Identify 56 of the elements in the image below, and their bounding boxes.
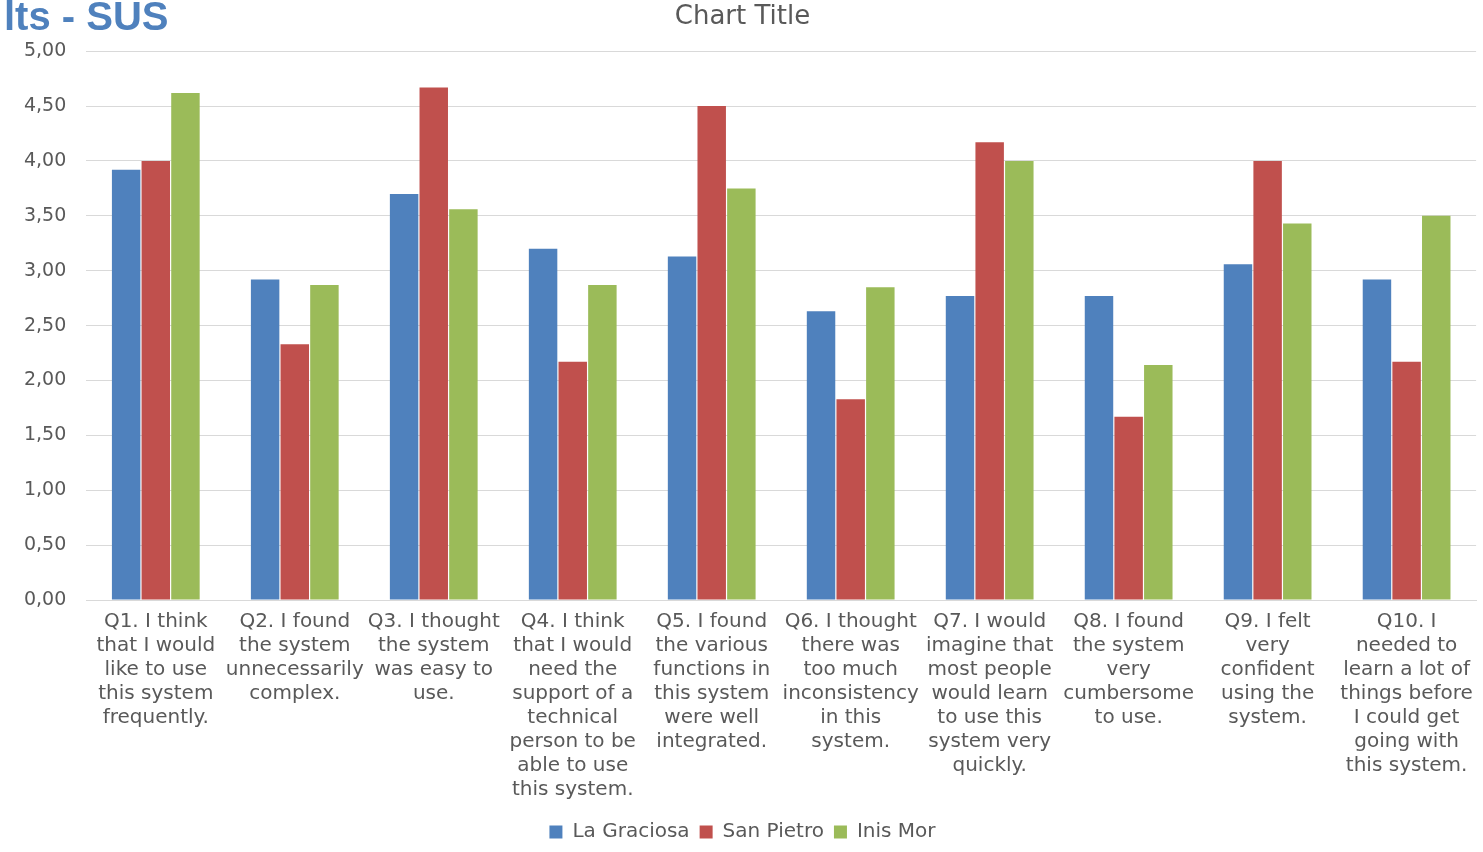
bar xyxy=(1084,295,1114,600)
chart-title: Chart Title xyxy=(674,0,811,31)
bar xyxy=(1253,160,1282,600)
bar xyxy=(667,256,697,600)
x-tick-label: Q8. I found the system very cumbersome to use. xyxy=(1063,608,1195,729)
bar xyxy=(111,169,141,600)
x-tick-label: Q4. I think that I would need the support of a technical person to be able to use this system. xyxy=(509,608,636,801)
y-tick-label: 4,00 xyxy=(23,147,67,170)
bar xyxy=(1114,416,1143,600)
bar xyxy=(975,142,1004,600)
bar xyxy=(389,193,419,600)
bar xyxy=(1144,365,1173,600)
y-tick-label: 2,50 xyxy=(23,312,67,335)
text: lts - SUS xyxy=(4,0,169,39)
bar xyxy=(836,399,865,600)
y-tick-label: 2,00 xyxy=(23,367,67,390)
y-tick-label: 1,50 xyxy=(23,422,67,445)
bar xyxy=(727,188,756,600)
y-tick-label: 4,50 xyxy=(23,93,67,116)
legend-label: Inis Mor xyxy=(856,818,937,843)
x-tick-label: Q3. I thought the system was easy to use. xyxy=(367,608,500,705)
bar xyxy=(588,284,617,600)
bar xyxy=(697,106,726,600)
x-tick-label: Q6. I thought there was too much inconsistency in this system. xyxy=(782,608,919,753)
bar xyxy=(945,295,975,600)
bar xyxy=(1422,215,1451,600)
bar xyxy=(1223,264,1253,600)
legend-label: La Graciosa xyxy=(572,818,690,843)
x-tick-label: Q2. I found the system unnecessarily complex. xyxy=(225,608,364,705)
bar xyxy=(1392,361,1421,600)
y-tick-label: 3,50 xyxy=(23,202,67,225)
y-tick-label: 3,00 xyxy=(23,257,67,280)
y-tick-label: 0,00 xyxy=(23,586,67,609)
bar xyxy=(1005,160,1034,600)
x-tick-label: Q5. I found the various functions in this system were well integrated. xyxy=(653,608,771,753)
bar xyxy=(171,92,200,600)
bar xyxy=(310,284,339,600)
bar xyxy=(806,311,836,600)
bar xyxy=(449,209,478,600)
y-tick-label: 0,50 xyxy=(23,532,67,555)
bar xyxy=(419,87,448,600)
bar xyxy=(280,344,310,600)
bar xyxy=(141,160,171,600)
bar xyxy=(1362,279,1392,600)
bar xyxy=(1283,223,1312,600)
x-tick-label: Q9. I felt very confident using the system. xyxy=(1220,608,1315,729)
bar xyxy=(528,248,558,600)
bar xyxy=(866,287,895,600)
y-tick-label: 1,00 xyxy=(23,477,67,500)
bar xyxy=(558,361,587,600)
x-tick-label: Q1. I think that I would like to use this system frequently. xyxy=(96,608,216,729)
legend-label: San Pietro xyxy=(722,818,824,843)
x-tick-label: Q10. I needed to learn a lot of things before I could get going with this system. xyxy=(1340,608,1473,777)
y-tick-label: 5,00 xyxy=(23,38,67,61)
x-tick-label: Q7. I would imagine that most people would learn to use this system very quickly. xyxy=(925,608,1054,777)
bar xyxy=(250,279,280,600)
